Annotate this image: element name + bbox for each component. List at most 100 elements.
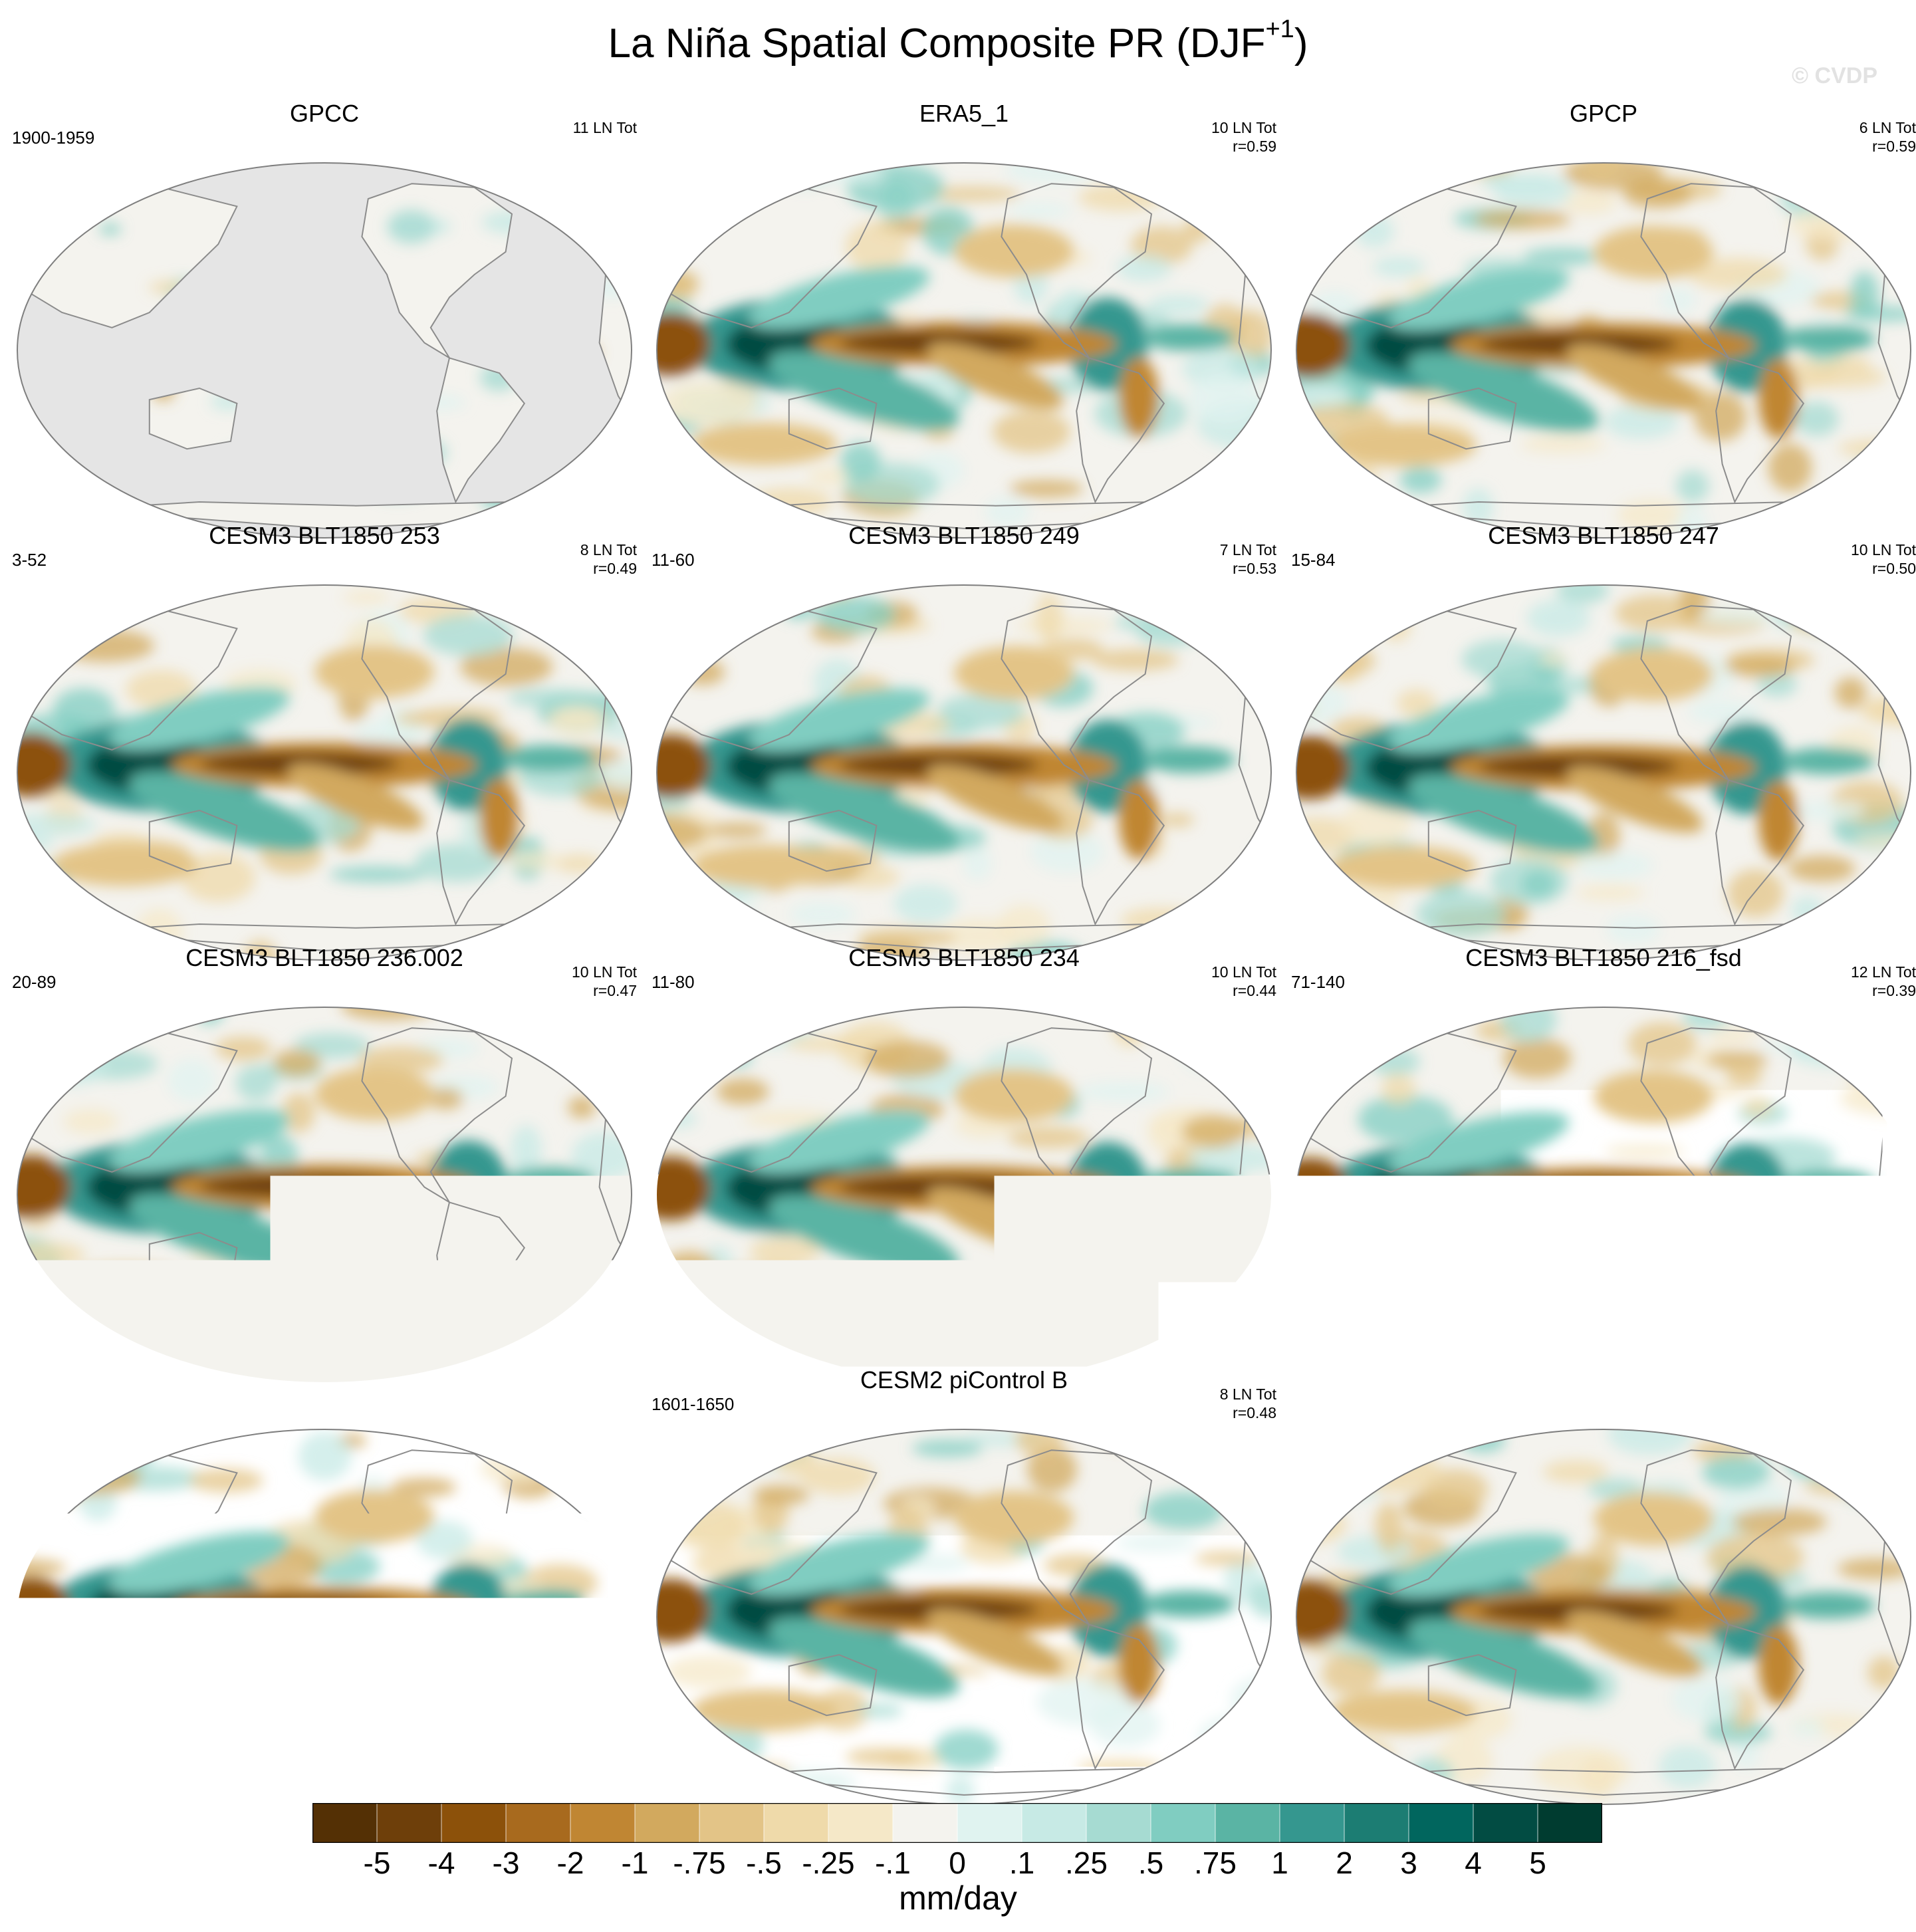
colorbar-tick-label: 5 <box>1498 1845 1578 1881</box>
panel-years: 1501-1550 <box>1291 1394 1374 1415</box>
anomaly-blob <box>1293 1027 1325 1059</box>
panel-years: 1601-1650 <box>652 1394 734 1415</box>
atlantic-anomaly <box>1782 326 1875 352</box>
anomaly-blob <box>1791 1719 1824 1737</box>
anomaly-blob <box>1015 618 1113 634</box>
anomaly-blob <box>501 161 584 192</box>
anomaly-blob <box>735 1005 818 1030</box>
anomaly-blob <box>447 1732 534 1772</box>
precip-anomaly-map <box>12 1427 637 1806</box>
panel-stats: 12 LN Tot r=0.39 <box>1851 963 1916 1000</box>
panel-pattern-correlation: r=0.47 <box>572 981 637 1000</box>
anomaly-blob <box>1009 480 1084 497</box>
dry-anomaly <box>51 844 197 886</box>
precip-anomaly-map <box>1291 583 1916 962</box>
anomaly-blob <box>1078 183 1164 211</box>
anomaly-blob <box>1474 209 1571 229</box>
anomaly-blob <box>12 1510 90 1540</box>
anomaly-blob <box>1793 800 1865 820</box>
anomaly-blob <box>1130 1340 1212 1366</box>
anomaly-blob <box>1297 1233 1336 1252</box>
anomaly-blob <box>1322 1652 1379 1694</box>
figure-title-close: ) <box>1294 21 1308 66</box>
figure-title: La Niña Spatial Composite PR (DJF+1) <box>0 20 1916 67</box>
anomaly-blob <box>1223 1305 1276 1322</box>
anomaly-blob <box>1291 1427 1365 1439</box>
anomaly-blob <box>753 1485 810 1505</box>
anomaly-blob <box>475 1701 550 1732</box>
anomaly-blob <box>1627 1022 1697 1066</box>
anomaly-blob <box>508 689 591 707</box>
anomaly-blob <box>1838 1460 1886 1503</box>
anomaly-blob <box>1291 1472 1344 1509</box>
anomaly-blob <box>465 1274 564 1288</box>
panel-title: ERA5_1 <box>652 100 1276 128</box>
dry-anomaly <box>51 1688 197 1731</box>
anomaly-blob <box>663 1110 697 1128</box>
panel-stats: 10 LN Tot r=0.50 <box>1851 541 1916 578</box>
map-panel: GPCC 1900-1959 11 LN Tot <box>12 100 637 512</box>
colorbar-swatch <box>893 1803 958 1843</box>
colorbar-swatch <box>506 1803 571 1843</box>
anomaly-blob <box>1461 640 1544 679</box>
anomaly-blob <box>1772 601 1828 628</box>
anomaly-blob <box>652 1463 695 1490</box>
anomaly-blob <box>282 1093 314 1133</box>
anomaly-blob <box>1399 466 1441 493</box>
atlantic-anomaly <box>1782 748 1875 775</box>
anomaly-blob <box>189 1469 263 1493</box>
anomaly-blob <box>1187 1027 1256 1055</box>
panel-event-count: 10 LN Tot <box>1211 963 1276 981</box>
anomaly-blob <box>1251 583 1276 617</box>
anomaly-blob <box>669 1500 746 1550</box>
panel-stats: 6 LN Tot r=0.45 <box>580 1385 637 1422</box>
anomaly-blob <box>1355 1452 1442 1493</box>
colorbar-swatch <box>957 1803 1022 1843</box>
anomaly-blob <box>1315 1737 1394 1774</box>
anomaly-blob <box>1291 1759 1359 1780</box>
anomaly-blob <box>37 598 112 639</box>
anomaly-blob <box>717 1078 769 1105</box>
anomaly-blob <box>1545 1292 1576 1326</box>
anomaly-blob <box>1188 373 1260 423</box>
colorbar-swatch <box>1280 1803 1345 1843</box>
figure-title-text: La Niña Spatial Composite PR (DJF <box>608 21 1266 66</box>
anomaly-blob <box>509 851 562 870</box>
anomaly-blob <box>1381 610 1411 642</box>
anomaly-blob <box>32 174 119 211</box>
anomaly-blob <box>480 1453 548 1484</box>
anomaly-blob <box>12 1481 39 1527</box>
colorbar-swatch <box>377 1803 442 1843</box>
anomaly-blob <box>1212 1433 1276 1459</box>
anomaly-blob <box>503 162 582 191</box>
anomaly-blob <box>1370 1048 1420 1076</box>
anomaly-blob <box>998 905 1050 947</box>
anomaly-blob <box>1249 183 1276 233</box>
anomaly-blob <box>1623 179 1693 208</box>
anomaly-blob <box>423 614 513 656</box>
anomaly-blob <box>1230 1062 1276 1090</box>
colorbar-swatch <box>312 1803 378 1843</box>
panel-stats: 7 LN Tot r=0.53 <box>1220 541 1276 578</box>
anomaly-blob <box>63 1109 118 1134</box>
anomaly-blob <box>1574 1274 1608 1306</box>
anomaly-blob <box>1742 1098 1772 1117</box>
panel-years: 71-140 <box>1291 972 1345 993</box>
anomaly-blob <box>235 1065 276 1101</box>
map-panel: ERA5_1 10 LN Tot r=0.59 <box>652 100 1276 512</box>
panel-stats: 10 LN Tot r=0.47 <box>572 963 637 1000</box>
anomaly-blob <box>1185 1326 1222 1363</box>
map-panel: CESM2 piControl B 1601-1650 8 LN Tot r=0.48 <box>652 1366 1276 1778</box>
anomaly-blob <box>1160 1427 1225 1450</box>
anomaly-blob <box>1838 505 1881 520</box>
anomaly-blob <box>660 382 758 426</box>
atlantic-anomaly <box>503 1167 596 1194</box>
panel-title: GPCP <box>1291 100 1916 128</box>
panel-pattern-correlation: r=0.50 <box>1851 559 1916 578</box>
anomaly-blob <box>874 1273 965 1290</box>
precip-anomaly-map <box>652 583 1276 962</box>
anomaly-blob <box>526 1764 591 1806</box>
colorbar-swatch <box>1086 1803 1151 1843</box>
anomaly-blob <box>1687 700 1762 724</box>
anomaly-blob <box>1181 1115 1245 1148</box>
